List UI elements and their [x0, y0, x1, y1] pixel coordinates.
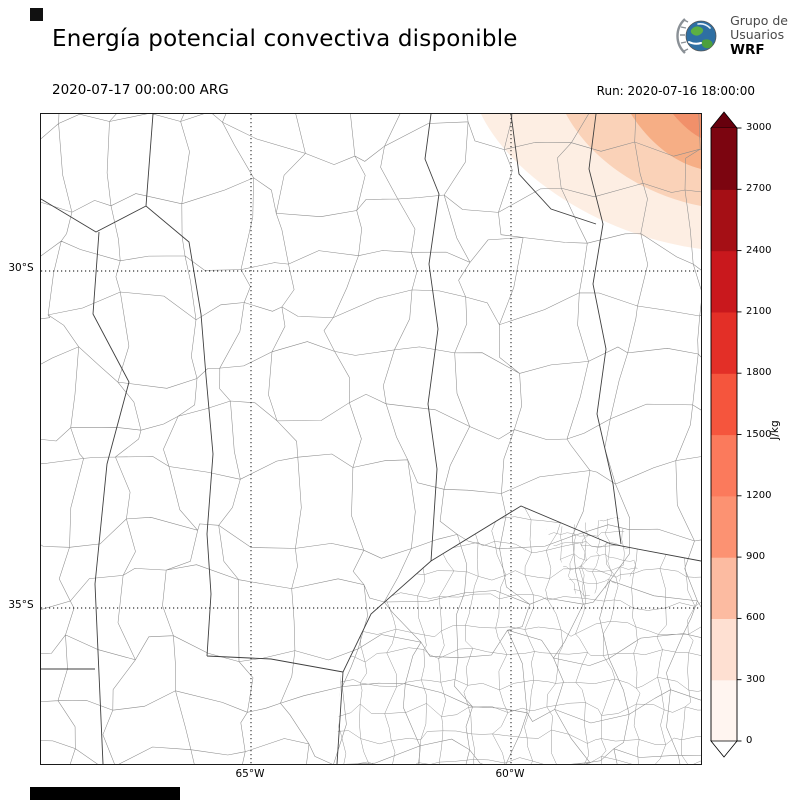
footer-bar [30, 787, 180, 800]
colorbar [710, 111, 742, 758]
lat-tick-30s: 30°S [8, 262, 34, 274]
lon-tick-60w: 60°W [495, 768, 525, 780]
colorbar-tick-label: 0 [746, 735, 753, 746]
buenos-aires-department-boundaries [336, 506, 701, 764]
province-boundaries [41, 114, 701, 764]
logo-line-2: Usuarios [730, 27, 785, 43]
colorbar-unit-label: J/kg [769, 420, 781, 440]
colorbar-tick-label: 1200 [746, 489, 772, 501]
department-boundaries [41, 114, 701, 764]
colorbar-tick-label: 1800 [746, 367, 772, 379]
colorbar-tick-label: 2700 [746, 183, 772, 195]
cape-shading [481, 114, 701, 249]
map-plot [41, 114, 701, 764]
colorbar-tick-label: 900 [746, 551, 766, 563]
colorbar-tick-label: 600 [746, 612, 766, 624]
wrf-logo: Grupo de Usuarios WRF [676, 12, 788, 60]
colorbar-tick-label: 2400 [746, 244, 772, 256]
metro-area-boundaries [546, 517, 639, 601]
lat-tick-35s: 35°S [8, 599, 34, 611]
page-title: Energía potencial convectiva disponible [52, 26, 518, 52]
colorbar-tick-label: 2100 [746, 305, 772, 317]
colorbar-tick-label: 1500 [746, 428, 772, 440]
valid-time-label: 2020-07-17 00:00:00 ARG [52, 82, 229, 98]
corner-mark [30, 8, 43, 21]
logo-line-1: Grupo de [730, 12, 788, 28]
map-frame [40, 113, 702, 765]
wrf-globe-icon [676, 18, 717, 54]
colorbar-tick-label: 3000 [746, 122, 772, 133]
logo-line-3: WRF [730, 41, 765, 58]
lon-tick-65w: 65°W [235, 768, 265, 780]
colorbar-tick-label: 300 [746, 673, 766, 685]
run-time-label: Run: 2020-07-16 18:00:00 [596, 84, 755, 98]
